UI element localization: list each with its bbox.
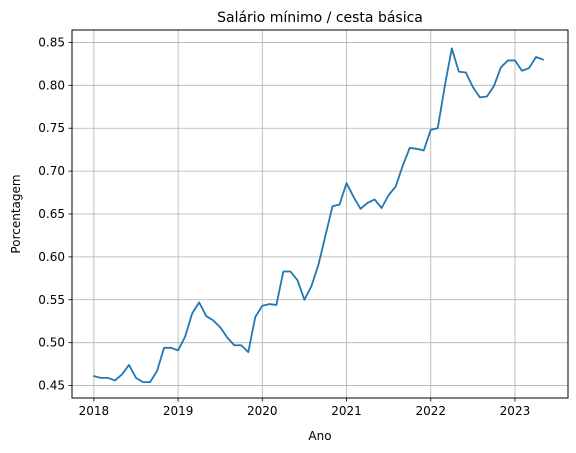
y-tick-label: 0.60 (38, 250, 65, 264)
x-tick-label: 2020 (247, 404, 278, 418)
x-tick-label: 2019 (163, 404, 194, 418)
y-axis: 0.45 0.50 0.55 0.60 0.65 0.70 0.75 0.80 0.85 (38, 35, 72, 393)
x-tick-label: 2022 (415, 404, 446, 418)
series-line (92, 47, 544, 384)
y-tick-label: 0.75 (38, 121, 65, 135)
x-tick-label: 2023 (500, 404, 531, 418)
y-tick-label: 0.55 (38, 293, 65, 307)
series-line-group (92, 47, 544, 384)
x-tick-label: 2018 (79, 404, 110, 418)
x-tick-label: 2021 (331, 404, 362, 418)
y-tick-label: 0.70 (38, 164, 65, 178)
y-tick-label: 0.45 (38, 379, 65, 393)
y-tick-label: 0.85 (38, 35, 65, 49)
y-tick-label: 0.65 (38, 207, 65, 221)
y-tick-label: 0.50 (38, 336, 65, 350)
y-tick-label: 0.80 (38, 78, 65, 92)
x-axis-title: Ano (308, 429, 331, 443)
x-axis: 2018 2019 2020 2021 2022 2023 (79, 398, 531, 418)
y-axis-title: Porcentagem (9, 174, 23, 253)
grid (72, 30, 568, 398)
chart-title: Salário mínimo / cesta básica (217, 10, 423, 26)
